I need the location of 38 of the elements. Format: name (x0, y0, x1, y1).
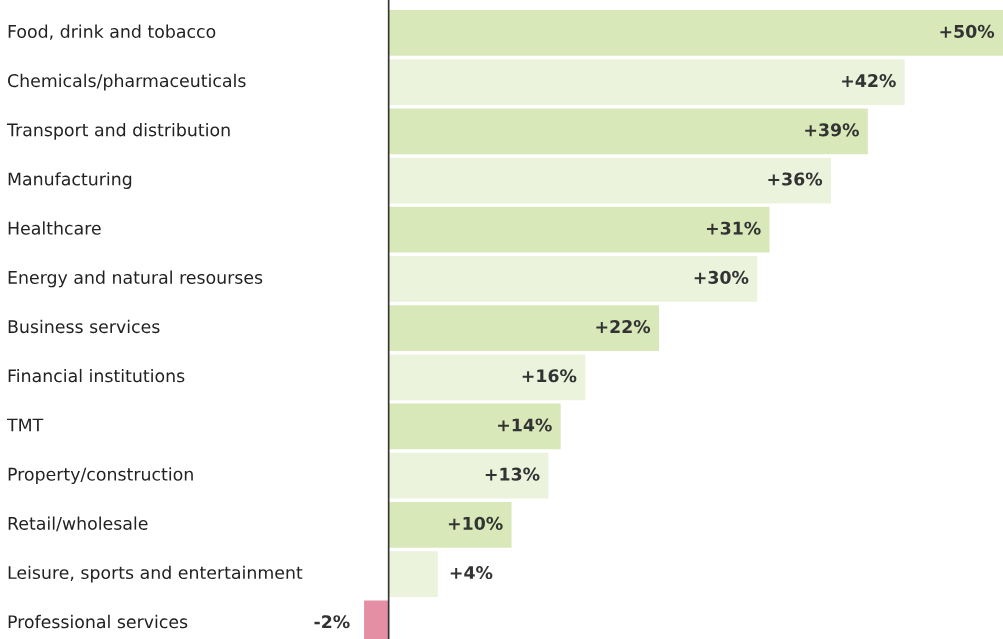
y-tick-label: Leisure, sports and entertainment (8, 565, 303, 583)
data-label: +36% (768, 172, 823, 186)
bar (388, 354, 586, 401)
data-label: +22% (596, 320, 651, 334)
y-tick-label: Energy and natural resourses (8, 270, 263, 288)
y-tick-label: Retail/wholesale (8, 516, 148, 532)
y-tick-label: Food, drink and tobacco (8, 24, 216, 40)
data-label: +30% (694, 270, 749, 284)
data-label: +16% (522, 369, 577, 383)
y-tick-label: Financial institutions (8, 368, 185, 383)
data-label: +42% (842, 74, 896, 88)
y-tick-label: Chemicals/pharmaceuticals (7, 73, 246, 91)
bar (388, 10, 1003, 56)
y-tick-label: Business services (8, 319, 160, 334)
bar (388, 403, 561, 450)
y-tick-label: Professional services (8, 614, 188, 629)
y-tick-label: Transport and distribution (6, 122, 230, 140)
bar (388, 502, 512, 548)
data-label: +31% (706, 221, 761, 235)
bar (388, 59, 905, 106)
bar (388, 108, 868, 155)
data-label: +10% (448, 516, 503, 530)
bar (388, 452, 549, 499)
bar (388, 305, 659, 351)
bar (388, 206, 770, 253)
data-label: +39% (805, 123, 859, 137)
data-label: -2% (314, 615, 350, 629)
data-label: +4% (450, 565, 493, 580)
data-label: +13% (485, 467, 540, 481)
y-tick-label: TMT (6, 418, 44, 432)
y-tick-label: Property/construction (8, 467, 193, 485)
bar (388, 256, 758, 302)
y-tick-label: Manufacturing (8, 172, 132, 189)
data-label: +14% (498, 418, 552, 432)
bar (388, 157, 831, 204)
data-label: +50% (940, 24, 995, 38)
bar (388, 551, 438, 597)
y-tick-label: Healthcare (8, 221, 101, 235)
